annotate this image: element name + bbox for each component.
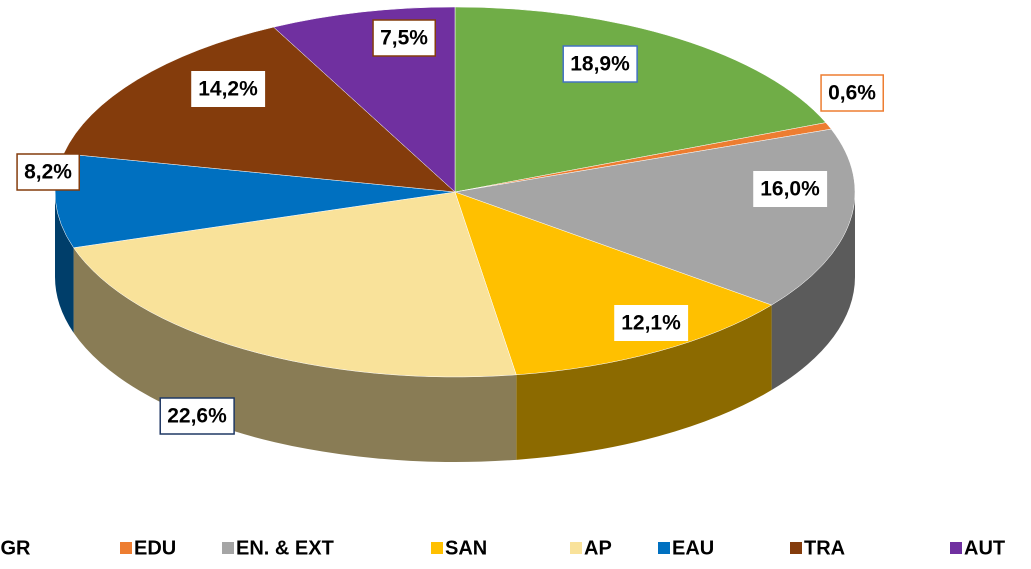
- pie-slice: [63, 26, 456, 193]
- pie-side: [55, 192, 74, 333]
- pie-side: [516, 305, 772, 460]
- legend-swatch: [790, 542, 802, 554]
- legend-label: SAN: [445, 537, 487, 559]
- legend-label: AUT: [964, 537, 1005, 559]
- data-label-box: [562, 45, 638, 83]
- data-label-box: [16, 153, 81, 191]
- data-label: 22,6%: [167, 405, 227, 428]
- pie-slice: [73, 191, 517, 378]
- legend-swatch: [120, 542, 132, 554]
- legend: AGR EDU EN. & EXT SAN AP EAU TRA AUT: [0, 537, 1005, 559]
- legend-swatch: [570, 542, 582, 554]
- data-label-box: [753, 171, 828, 207]
- data-label: 18,9%: [570, 53, 630, 76]
- data-label-box: [159, 397, 235, 435]
- legend-swatch: [222, 542, 234, 554]
- data-label-box: [191, 71, 266, 107]
- legend-label: AGR: [0, 537, 31, 559]
- data-label: 7,5%: [380, 27, 428, 50]
- data-label-box: [820, 74, 885, 112]
- legend-label: EDU: [134, 537, 176, 559]
- legend-label: AP: [584, 537, 612, 559]
- data-label-box: [614, 305, 689, 341]
- legend-swatch: [658, 542, 670, 554]
- data-label: 8,2%: [24, 161, 72, 184]
- data-label: 14,2%: [198, 78, 258, 101]
- data-label: 16,0%: [760, 178, 820, 201]
- pie-slice: [454, 6, 827, 193]
- legend-label: EAU: [672, 537, 714, 559]
- data-label: 12,1%: [621, 312, 681, 335]
- legend-swatch: [950, 542, 962, 554]
- legend-swatch: [431, 542, 443, 554]
- pie-tops: [54, 6, 856, 378]
- data-label-box: [372, 19, 437, 57]
- data-labels: 18,9% 0,6% 16,0% 12,1% 22,6% 8,2% 14,2% 7,5%: [16, 19, 885, 435]
- legend-label: EN. & EXT: [236, 537, 334, 559]
- pie-side: [771, 192, 855, 391]
- pie-slice: [454, 191, 773, 376]
- data-label: 0,6%: [828, 82, 876, 105]
- legend-label: TRA: [804, 537, 845, 559]
